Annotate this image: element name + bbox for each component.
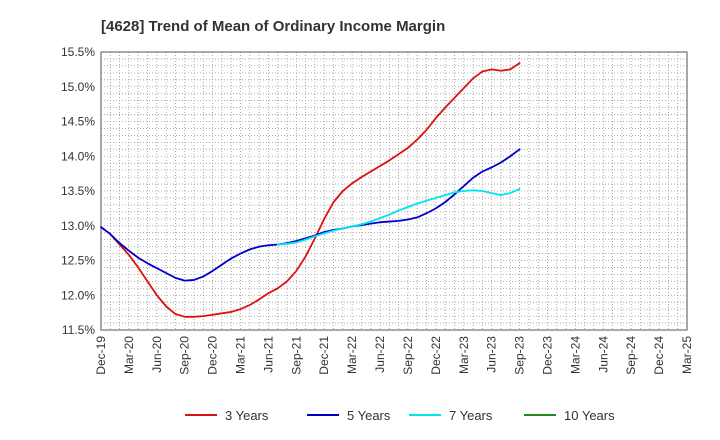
plot-frame bbox=[100, 51, 688, 331]
x-tick-label: Mar-25 bbox=[680, 336, 694, 374]
x-tick-label: Dec-23 bbox=[540, 336, 554, 375]
y-tick-label: 12.5% bbox=[61, 254, 95, 268]
legend-label: 7 Years bbox=[449, 408, 493, 423]
y-tick-label: 15.5% bbox=[61, 45, 95, 59]
x-tick-label: Dec-21 bbox=[317, 336, 331, 375]
y-tick-label: 14.0% bbox=[61, 149, 95, 163]
plot-area: 11.5% 12.0% 12.5% 13.0% 13.5% 14.0% 14.5% 15.0%… bbox=[61, 45, 694, 375]
x-tick-label: Sep-21 bbox=[289, 336, 303, 375]
x-tick-label: Dec-19 bbox=[94, 336, 108, 375]
x-tick-label: Jun-22 bbox=[373, 336, 387, 373]
x-tick-label: Sep-24 bbox=[624, 336, 638, 375]
x-tick-label: Jun-23 bbox=[485, 336, 499, 373]
y-tick-label: 12.0% bbox=[61, 288, 95, 302]
legend-item-10-years: 10 Years bbox=[524, 408, 615, 423]
x-tick-label: Mar-22 bbox=[345, 336, 359, 374]
legend-item-5-years: 5 Years bbox=[307, 408, 391, 423]
y-tick-label: 14.5% bbox=[61, 115, 95, 129]
x-tick-label: Mar-23 bbox=[457, 336, 471, 374]
legend-label: 3 Years bbox=[225, 408, 269, 423]
chart-title: [4628] Trend of Mean of Ordinary Income … bbox=[101, 18, 445, 35]
y-tick-label: 15.0% bbox=[61, 80, 95, 94]
series-line-5-years bbox=[100, 148, 521, 282]
x-tick-label: Jun-20 bbox=[150, 336, 164, 373]
x-tick-label: Mar-24 bbox=[568, 336, 582, 374]
x-tick-label: Sep-20 bbox=[178, 336, 192, 375]
x-tick-label: Sep-22 bbox=[401, 336, 415, 375]
y-tick-label: 13.5% bbox=[61, 184, 95, 198]
x-tick-label: Jun-24 bbox=[596, 336, 610, 373]
legend-item-7-years: 7 Years bbox=[409, 408, 493, 423]
legend: 3 Years 5 Years 7 Years 10 Years bbox=[185, 408, 615, 423]
x-tick-label: Mar-21 bbox=[234, 336, 248, 374]
legend-label: 10 Years bbox=[564, 408, 615, 423]
y-tick-label: 13.0% bbox=[61, 219, 95, 233]
legend-item-3-years: 3 Years bbox=[185, 408, 269, 423]
x-tick-label: Jun-21 bbox=[261, 336, 275, 373]
x-tick-label: Sep-23 bbox=[513, 336, 527, 375]
x-tick-label: Dec-20 bbox=[206, 336, 220, 375]
y-tick-label: 11.5% bbox=[62, 323, 95, 337]
x-tick-label: Dec-24 bbox=[652, 336, 666, 375]
x-tick-label: Mar-20 bbox=[122, 336, 136, 374]
x-tick-label: Dec-22 bbox=[429, 336, 443, 375]
series-line-7-years bbox=[276, 188, 521, 246]
legend-label: 5 Years bbox=[347, 408, 391, 423]
series-line-3-years bbox=[100, 62, 521, 318]
